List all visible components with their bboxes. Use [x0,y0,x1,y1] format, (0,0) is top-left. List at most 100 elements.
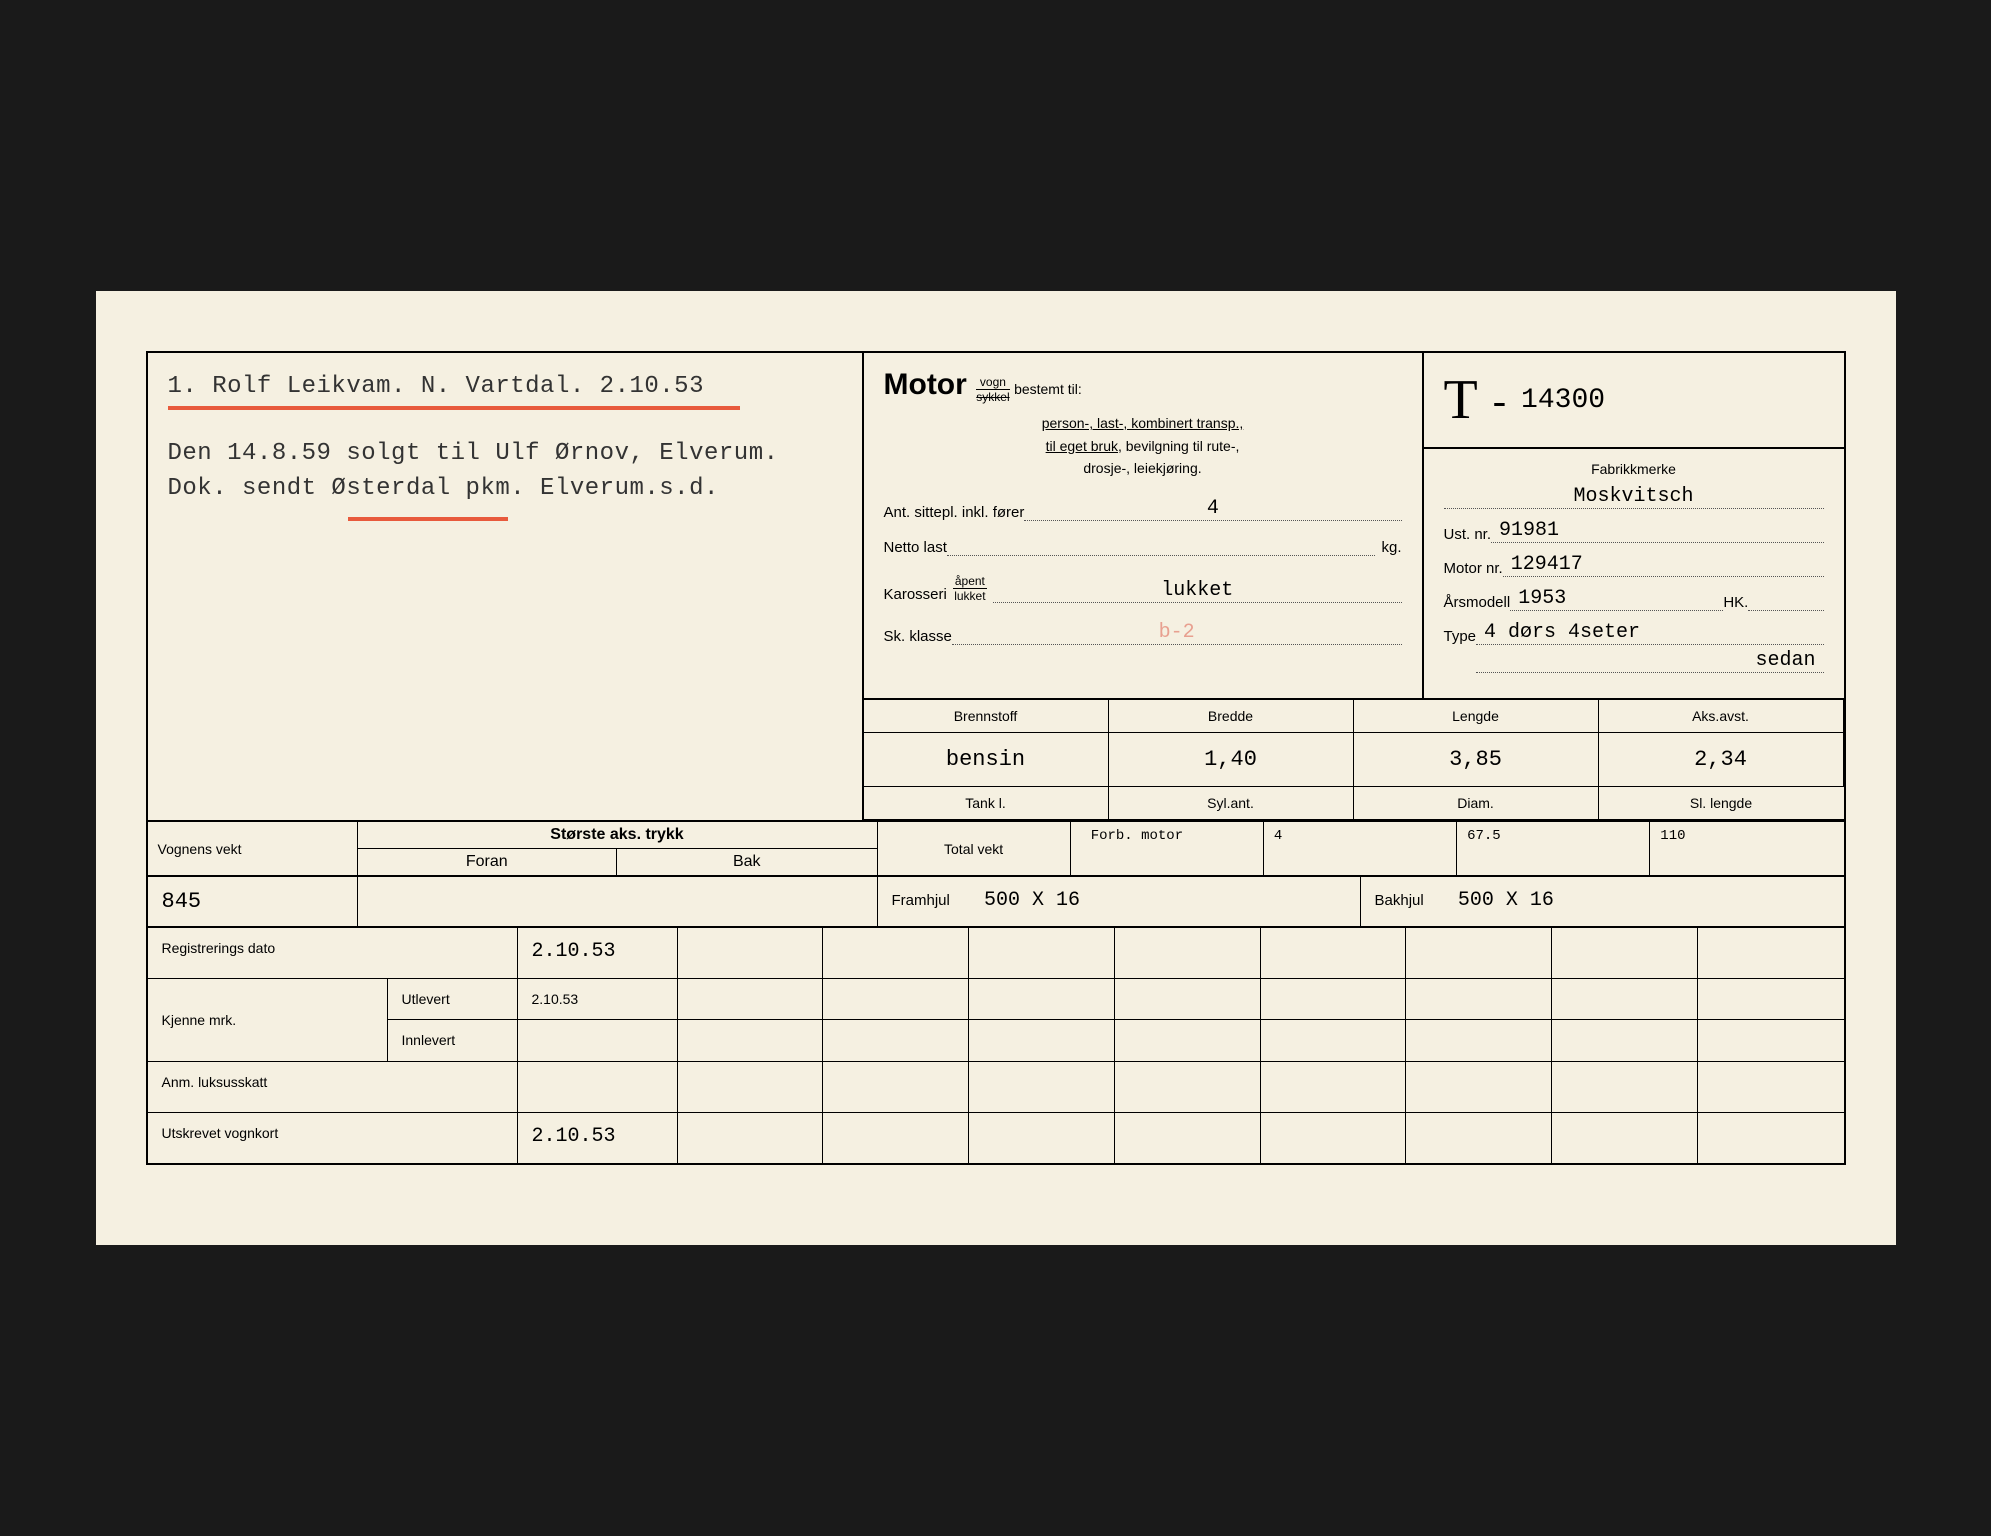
bakhjul-label: Bakhjul [1375,892,1424,909]
motor-opt-2a: til eget bruk, [1046,438,1122,454]
motor-fraction: vogn sykkel [976,375,1009,404]
seats-value: 4 [1024,497,1401,521]
motor-opt-1: person-, last-, kombinert transp., [1042,415,1244,431]
karosseri-field: Karosseri åpent lukket lukket [884,574,1402,603]
skklasse-field: Sk. klasse b-2 [884,621,1402,645]
innlevert-label: Innlevert [388,1020,518,1061]
framhjul-label: Framhjul [892,892,950,909]
fabrikk-section: Fabrikkmerke Moskvitsch Ust. nr. 91981 M… [1424,447,1844,673]
vognens-vekt-label: Vognens vekt [148,822,358,875]
forb-motor-label: Forb. motor [1071,822,1264,875]
netto-unit: kg. [1381,539,1401,556]
spec-h-lengde: Lengde [1354,700,1599,733]
motor-bestemt: bestemt til: [1014,381,1082,397]
netto-value [947,555,1376,556]
karosseri-frac-top: åpent [953,574,987,589]
fabrikk-value: Moskvitsch [1444,485,1824,509]
weight-empty [358,877,878,926]
skklasse-value: b-2 [952,621,1402,645]
kjenne-label: Kjenne mrk. [148,979,388,1061]
motor-opt-3: drosje-, leiekjøring. [884,457,1402,479]
registration-card: 1. Rolf Leikvam. N. Vartdal. 2.10.53 Den… [96,291,1896,1245]
foran-label: Foran [358,849,618,875]
hk-value [1748,610,1823,611]
spec-v-syl: 4 [1264,822,1457,875]
notes-line-3: Dok. sendt Østerdal pkm. Elverum.s.d. [168,475,842,502]
bakhjul-value: 500 X 16 [1458,889,1554,912]
red-underline-2 [348,517,508,521]
motor-frac-bot: sykkel [976,390,1009,404]
registrerings-label: Registrerings dato [148,928,518,978]
total-vekt-label: Total vekt [878,822,1071,875]
vognens-value: 845 [148,877,358,926]
notes-area: 1. Rolf Leikvam. N. Vartdal. 2.10.53 Den… [148,353,864,820]
hk-label: HK. [1723,594,1748,611]
karosseri-label: Karosseri [884,586,947,603]
anm-label: Anm. luksusskatt [148,1062,518,1112]
fabrikk-label: Fabrikkmerke [1444,461,1824,477]
seats-label: Ant. sittepl. inkl. fører [884,504,1025,521]
motor-frac-top: vogn [976,375,1009,390]
spec-h-aksavst: Aks.avst. [1599,700,1844,733]
ust-value: 91981 [1491,519,1823,543]
motornr-label: Motor nr. [1444,560,1503,577]
spec-h-diam: Diam. [1354,787,1599,820]
motor-header-row: Motor vogn sykkel bestemt til: [884,368,1402,404]
netto-field: Netto last kg. [884,539,1402,556]
spec-h-brennstoff: Brennstoff [864,700,1109,733]
utlevert-value: 2.10.53 [518,979,678,1020]
motornr-value: 129417 [1503,553,1824,577]
ust-label: Ust. nr. [1444,526,1492,543]
spec-v-aksavst: 2,34 [1599,733,1844,787]
notes-line-2: Den 14.8.59 solgt til Ulf Ørnov, Elverum… [168,440,842,467]
motor-title: Motor [884,368,967,401]
motor-options: person-, last-, kombinert transp., til e… [884,412,1402,479]
bottom-rows: Registrerings dato 2.10.53 Kjenne mrk. U… [148,926,1844,1163]
type-label: Type [1444,628,1477,645]
registrerings-row: Registrerings dato 2.10.53 [148,928,1844,979]
spec-v-brennstoff: bensin [864,733,1109,787]
storste-label: Største aks. trykk [358,822,877,849]
seats-field: Ant. sittepl. inkl. fører 4 [884,497,1402,521]
registration-box: T - 14300 Fabrikkmerke Moskvitsch Ust. n… [1424,353,1844,698]
spec-v-bredde: 1,40 [1109,733,1354,787]
bakhjul-cell: Bakhjul 500 X 16 [1361,877,1844,926]
utskrevet-row: Utskrevet vognkort 2.10.53 [148,1113,1844,1163]
spec-h-syl: Syl.ant. [1109,787,1354,820]
main-grid: 1. Rolf Leikvam. N. Vartdal. 2.10.53 Den… [146,351,1846,1165]
spec-v-lengde: 3,85 [1354,733,1599,787]
registration-plate: T - 14300 [1444,368,1824,432]
spec-table: Brennstoff Bredde Lengde Aks.avst. bensi… [864,698,1844,820]
spec-v-sllengde: 110 [1650,822,1843,875]
kjenne-block: Kjenne mrk. Utlevert 2.10.53 Innlevert [148,979,1844,1062]
type-value-2: sedan [1476,649,1823,673]
framhjul-value: 500 X 16 [984,889,1080,912]
storste-aks-trykk: Største aks. trykk Foran Bak [358,822,878,875]
anm-row: Anm. luksusskatt [148,1062,1844,1113]
karosseri-value: lukket [993,579,1402,603]
netto-label: Netto last [884,539,947,556]
utlevert-label: Utlevert [388,979,518,1020]
motor-opt-2b: bevilgning til rute-, [1126,438,1240,454]
plate-dash: - [1493,377,1506,424]
plate-letter: T [1444,368,1478,432]
plate-number: 14300 [1521,385,1605,416]
skklasse-label: Sk. klasse [884,628,952,645]
wheel-row: 845 Framhjul 500 X 16 Bakhjul 500 X 16 [148,875,1844,926]
notes-line-1: 1. Rolf Leikvam. N. Vartdal. 2.10.53 [168,373,842,400]
spec-h-tank: Tank l. [864,787,1109,820]
motor-box: Motor vogn sykkel bestemt til: person-, … [864,353,1424,698]
spec-v-diam: 67.5 [1457,822,1650,875]
spec-h-sllengde: Sl. lengde [1599,787,1844,820]
spec-h-bredde: Bredde [1109,700,1354,733]
red-underline-1 [168,406,741,410]
registrerings-value: 2.10.53 [518,928,678,978]
weight-row: Vognens vekt Største aks. trykk Foran Ba… [148,820,1844,875]
karosseri-frac-bot: lukket [953,589,987,603]
arsmodell-label: Årsmodell [1444,594,1511,611]
bak-label: Bak [617,849,877,875]
type-value: 4 dørs 4seter [1476,621,1823,645]
utskrevet-value: 2.10.53 [518,1113,678,1163]
framhjul-cell: Framhjul 500 X 16 [878,877,1361,926]
utskrevet-label: Utskrevet vognkort [148,1113,518,1163]
